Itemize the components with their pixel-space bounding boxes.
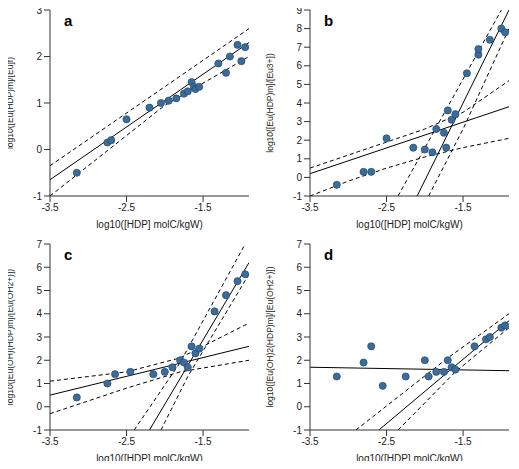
svg-text:1: 1 — [36, 378, 42, 389]
svg-text:1: 1 — [36, 98, 42, 109]
svg-text:3: 3 — [296, 116, 302, 127]
svg-text:log10([Eu(OH)2(HDP)m]/[Eu(OH2+: log10([Eu(OH)2(HDP)m]/[Eu(OH2+)]) — [265, 266, 275, 407]
svg-text:-3.5: -3.5 — [41, 436, 59, 447]
svg-text:-1: -1 — [293, 191, 302, 202]
svg-text:1: 1 — [296, 153, 302, 164]
svg-text:1: 1 — [296, 378, 302, 389]
svg-text:-1: -1 — [33, 191, 42, 202]
svg-text:0: 0 — [296, 401, 302, 412]
svg-text:4: 4 — [296, 308, 302, 319]
html-text:d: d — [324, 246, 334, 263]
svg-text:5: 5 — [296, 285, 302, 296]
svg-text:-1.5: -1.5 — [454, 436, 472, 447]
svg-text:8: 8 — [296, 23, 302, 34]
svg-text:7: 7 — [296, 239, 302, 250]
svg-text:log10([Eu(OH)(HDP)m]/[Eu(OH2+): log10([Eu(OH)(HDP)m]/[Eu(OH2+)]) — [8, 269, 15, 405]
svg-text:6: 6 — [36, 262, 42, 273]
svg-text:log10([HDP] molC/kgW): log10([HDP] molC/kgW) — [356, 219, 463, 230]
svg-text:2: 2 — [296, 135, 302, 146]
svg-text:3: 3 — [36, 332, 42, 343]
svg-text:9: 9 — [296, 8, 302, 16]
svg-text:7: 7 — [296, 42, 302, 53]
svg-text:6: 6 — [296, 262, 302, 273]
svg-text:-2.5: -2.5 — [378, 202, 396, 213]
svg-text:0: 0 — [36, 144, 42, 155]
svg-text:3: 3 — [36, 8, 42, 16]
svg-text:6: 6 — [296, 60, 302, 71]
svg-text:-2.5: -2.5 — [118, 202, 136, 213]
svg-text:2: 2 — [36, 355, 42, 366]
html-text:a: a — [64, 12, 73, 29]
svg-text:4: 4 — [296, 98, 302, 109]
svg-text:2: 2 — [36, 51, 42, 62]
html-text:b: b — [324, 12, 334, 29]
svg-text:-3.5: -3.5 — [41, 202, 59, 213]
svg-text:log10([HDP] molC/kgW): log10([HDP] molC/kgW) — [96, 453, 203, 461]
svg-text:-1.5: -1.5 — [194, 436, 212, 447]
svg-text:log10([Eu(HDP)m]/[Eu3+]): log10([Eu(HDP)m]/[Eu3+]) — [265, 53, 275, 153]
html-text:c: c — [64, 246, 73, 263]
svg-text:5: 5 — [296, 79, 302, 90]
svg-text:-1: -1 — [33, 425, 42, 436]
svg-text:3: 3 — [296, 332, 302, 343]
svg-text:-2.5: -2.5 — [378, 436, 396, 447]
svg-text:-3.5: -3.5 — [301, 202, 319, 213]
svg-text:2: 2 — [296, 355, 302, 366]
svg-text:4: 4 — [36, 308, 42, 319]
svg-text:-1.5: -1.5 — [454, 202, 472, 213]
svg-text:log10([HDP] molC/kgW): log10([HDP] molC/kgW) — [96, 219, 203, 230]
svg-text:0: 0 — [36, 401, 42, 412]
svg-text:log10([HDP] molC/kgW): log10([HDP] molC/kgW) — [356, 453, 463, 461]
svg-text:5: 5 — [36, 285, 42, 296]
svg-text:-3.5: -3.5 — [301, 436, 319, 447]
svg-text:log10([Eu(HDP)m]/[Eu]f): log10([Eu(HDP)m]/[Eu]f) — [8, 57, 15, 149]
svg-text:0: 0 — [296, 172, 302, 183]
svg-text:7: 7 — [36, 239, 42, 250]
svg-text:-1.5: -1.5 — [194, 202, 212, 213]
svg-text:-2.5: -2.5 — [118, 436, 136, 447]
svg-text:-1: -1 — [293, 425, 302, 436]
